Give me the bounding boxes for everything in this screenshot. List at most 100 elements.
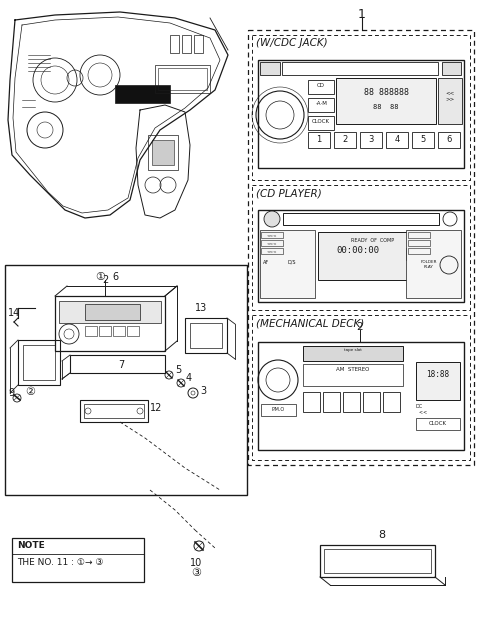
Bar (408, 248, 430, 254)
Text: 9: 9 (8, 388, 14, 398)
Text: 8: 8 (378, 530, 385, 540)
Bar (258, 60, 464, 168)
Bar (406, 248, 422, 260)
Bar (303, 346, 403, 361)
Text: 1: 1 (316, 135, 322, 144)
Text: <<
>>: << >> (445, 90, 455, 100)
Bar (59, 301, 161, 323)
Bar (386, 132, 408, 148)
Text: 2: 2 (102, 275, 108, 285)
Bar (85, 326, 97, 336)
Text: 7: 7 (118, 360, 124, 370)
Bar (363, 392, 380, 412)
Bar (258, 210, 464, 302)
Bar (360, 132, 382, 148)
Bar (261, 248, 283, 254)
Text: 6: 6 (446, 135, 452, 144)
Bar (190, 323, 222, 348)
Bar (155, 65, 210, 93)
Text: <<<: <<< (267, 249, 277, 253)
Text: 3: 3 (200, 386, 206, 396)
Bar (185, 318, 227, 353)
Bar (303, 392, 320, 412)
Bar (23, 345, 55, 380)
Text: DC
  <<: DC << (416, 404, 427, 415)
Text: (MECHANICAL DECK): (MECHANICAL DECK) (256, 318, 364, 328)
Bar (261, 404, 296, 416)
Text: (W/CDC JACK): (W/CDC JACK) (256, 38, 328, 48)
Text: CLOCK: CLOCK (312, 119, 330, 124)
Bar (438, 78, 462, 124)
Text: ·A·M: ·A·M (315, 101, 327, 106)
Bar (324, 549, 431, 573)
Bar (406, 230, 461, 298)
Bar (442, 62, 461, 75)
Text: 00:00:00: 00:00:00 (336, 246, 380, 255)
Text: <<<: <<< (267, 241, 277, 245)
Text: ②: ② (25, 387, 35, 397)
Bar (5, 265, 247, 495)
Text: 10: 10 (190, 558, 202, 568)
Bar (55, 296, 165, 351)
Text: THE NO. 11 : ①→ ③: THE NO. 11 : ①→ ③ (17, 558, 104, 567)
Bar (308, 80, 334, 94)
Text: 13: 13 (195, 303, 207, 313)
Bar (416, 418, 460, 430)
Bar (334, 132, 356, 148)
Text: AF: AF (263, 260, 269, 265)
Bar (260, 62, 280, 75)
Bar (282, 62, 438, 75)
Text: tape slot: tape slot (344, 348, 362, 352)
Bar (84, 404, 144, 418)
Bar (260, 230, 315, 298)
Bar (127, 326, 139, 336)
Bar (182, 35, 191, 53)
Text: AM  STEREO: AM STEREO (336, 367, 370, 372)
Bar (12, 538, 144, 582)
Bar (438, 132, 460, 148)
Text: 6: 6 (112, 272, 118, 282)
Bar (336, 78, 436, 124)
Bar (408, 232, 430, 238)
Text: CD: CD (317, 83, 325, 88)
Bar (308, 98, 334, 112)
Text: 5: 5 (175, 365, 181, 375)
Text: P.M.O: P.M.O (271, 407, 285, 412)
Text: 88  88: 88 88 (373, 104, 399, 110)
Text: FOLDER
PLAY: FOLDER PLAY (421, 260, 437, 269)
Bar (308, 132, 330, 148)
Bar (148, 135, 178, 170)
Bar (261, 232, 283, 238)
Bar (152, 140, 174, 165)
Text: 14: 14 (8, 308, 20, 318)
Text: CLOCK: CLOCK (429, 421, 447, 426)
Bar (323, 392, 340, 412)
Bar (318, 232, 428, 280)
Bar (18, 340, 60, 385)
Bar (408, 240, 430, 246)
Bar (343, 392, 360, 412)
Bar (85, 304, 140, 320)
Bar (70, 355, 165, 373)
Bar (412, 132, 434, 148)
Text: D/S: D/S (288, 260, 297, 265)
Text: NOTE: NOTE (17, 541, 45, 550)
Bar (308, 116, 334, 130)
Bar (303, 364, 403, 386)
Bar (283, 213, 439, 225)
Bar (99, 326, 111, 336)
Text: 3: 3 (368, 135, 374, 144)
Text: ③: ③ (191, 568, 201, 578)
Bar (115, 85, 170, 103)
Text: 12: 12 (150, 403, 162, 413)
Text: ①: ① (95, 272, 105, 282)
Bar (80, 400, 148, 422)
Bar (194, 35, 203, 53)
Bar (258, 342, 464, 450)
Bar (158, 68, 207, 90)
Text: 1: 1 (358, 8, 366, 21)
Text: 2: 2 (357, 322, 363, 332)
Circle shape (264, 211, 280, 227)
Text: (CD PLAYER): (CD PLAYER) (256, 188, 322, 198)
Text: 4: 4 (395, 135, 400, 144)
